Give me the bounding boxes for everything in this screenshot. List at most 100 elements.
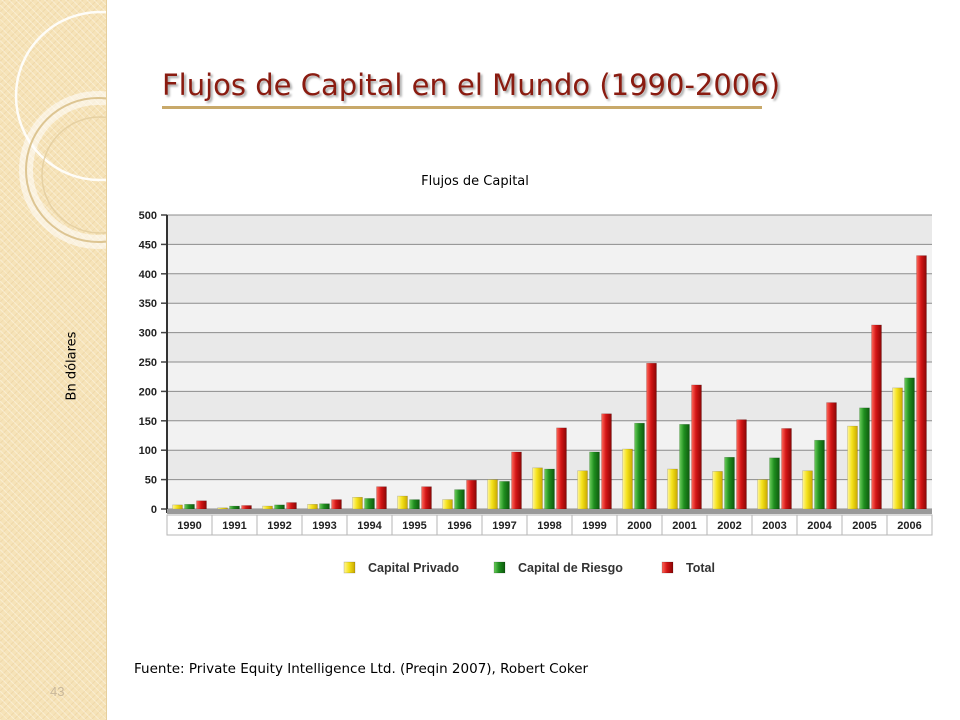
slide-title: Flujos de Capital en el Mundo (1990-2006…: [162, 68, 781, 102]
slide-number: 43: [50, 684, 65, 699]
y-tick-label: 0: [151, 504, 157, 516]
bar-capital-privado: [307, 504, 318, 510]
bar-total: [241, 505, 252, 510]
plot-band: [167, 215, 932, 245]
legend-label: Capital de Riesgo: [518, 561, 623, 575]
x-tick-label: 1992: [267, 520, 291, 532]
bar-capital-privado: [622, 448, 633, 510]
x-tick-label: 2005: [852, 520, 876, 532]
bar-total: [736, 419, 747, 510]
x-tick-label: 1997: [492, 520, 516, 532]
source-note: Fuente: Private Equity Intelligence Ltd.…: [134, 661, 589, 677]
x-tick-label: 1999: [582, 520, 606, 532]
x-category-strip: [166, 514, 933, 536]
plot-band: [167, 303, 932, 333]
decorative-circles: [14, 10, 106, 249]
bar-capital-privado: [577, 470, 588, 510]
bar-total: [466, 479, 477, 510]
plot-band: [167, 244, 932, 274]
title-underline: [162, 106, 762, 109]
bar-capital-privado: [847, 425, 858, 510]
bar-total: [826, 402, 837, 510]
x-tick-label: 1996: [447, 520, 471, 532]
y-tick-label: 50: [145, 475, 157, 487]
bar-total: [691, 384, 702, 510]
bar-total: [601, 413, 612, 510]
bar-capital-privado: [667, 468, 678, 510]
x-tick-label: 2000: [627, 520, 651, 532]
x-tick-label: 1991: [222, 520, 246, 532]
plot-band: [167, 332, 932, 362]
bar-capital-de-riesgo: [184, 504, 195, 510]
legend-label: Total: [686, 561, 715, 575]
bar-capital-privado: [532, 467, 543, 510]
y-tick-label: 350: [139, 298, 157, 310]
legend-swatch: [661, 561, 674, 574]
bar-capital-privado: [172, 504, 183, 510]
bar-total: [421, 486, 432, 510]
y-tick-label: 300: [139, 328, 157, 340]
bar-total: [871, 324, 882, 510]
y-tick-label: 450: [139, 239, 157, 251]
plot-band: [167, 273, 932, 304]
y-tick-label: 150: [139, 416, 157, 428]
y-tick-label: 100: [139, 445, 157, 457]
bar-capital-de-riesgo: [544, 468, 555, 510]
x-tick-label: 2002: [717, 520, 741, 532]
plot-band: [167, 362, 932, 392]
y-tick-label: 500: [139, 210, 157, 222]
bar-capital-privado: [487, 479, 498, 510]
bar-capital-privado: [802, 470, 813, 510]
bar-total: [556, 427, 567, 510]
legend-label: Capital Privado: [368, 561, 459, 575]
x-tick-label: 2001: [672, 520, 696, 532]
legend-swatch: [343, 561, 356, 574]
bar-total: [511, 451, 522, 510]
legend-swatch: [493, 561, 506, 574]
x-tick-label: 1990: [177, 520, 201, 532]
bar-capital-de-riesgo: [409, 499, 420, 510]
bar-capital-de-riesgo: [274, 504, 285, 510]
bar-capital-privado: [352, 496, 363, 510]
chart-title: Flujos de Capital: [421, 174, 529, 189]
bar-total: [781, 428, 792, 510]
bar-capital-de-riesgo: [679, 424, 690, 510]
bar-capital-de-riesgo: [364, 498, 375, 510]
y-tick-label: 200: [139, 386, 157, 398]
bar-capital-privado: [757, 479, 768, 510]
bar-capital-privado: [397, 495, 408, 510]
bar-total: [286, 502, 297, 510]
bar-capital-privado: [262, 505, 273, 510]
bar-capital-de-riesgo: [319, 503, 330, 510]
x-tick-label: 1993: [312, 520, 336, 532]
bar-capital-de-riesgo: [454, 489, 465, 510]
x-tick-label: 2004: [807, 520, 832, 532]
bar-capital-de-riesgo: [724, 457, 735, 510]
bar-capital-de-riesgo: [499, 481, 510, 510]
decorative-sidebar: 43: [0, 0, 107, 720]
bar-capital-privado: [442, 499, 453, 510]
x-tick-label: 1995: [402, 520, 426, 532]
x-tick-label: 1994: [357, 520, 382, 532]
bar-capital-privado: [712, 471, 723, 510]
y-tick-label: 400: [139, 269, 157, 281]
bar-total: [916, 255, 927, 510]
bar-capital-de-riesgo: [814, 439, 825, 510]
bar-capital-de-riesgo: [634, 422, 645, 510]
x-tick-label: 2003: [762, 520, 786, 532]
x-axis-line: [167, 509, 932, 514]
plot-band: [167, 391, 932, 421]
bar-capital-de-riesgo: [229, 505, 240, 510]
y-tick-label: 250: [139, 357, 157, 369]
bar-total: [196, 500, 207, 510]
plot-band: [167, 420, 932, 451]
bar-capital-de-riesgo: [859, 407, 870, 510]
bar-capital-de-riesgo: [589, 451, 600, 510]
x-tick-label: 2006: [897, 520, 921, 532]
bar-total: [646, 362, 657, 510]
bar-capital-privado: [217, 507, 228, 510]
bar-total: [376, 486, 387, 510]
bar-capital-de-riesgo: [904, 377, 915, 510]
bar-total: [331, 499, 342, 510]
